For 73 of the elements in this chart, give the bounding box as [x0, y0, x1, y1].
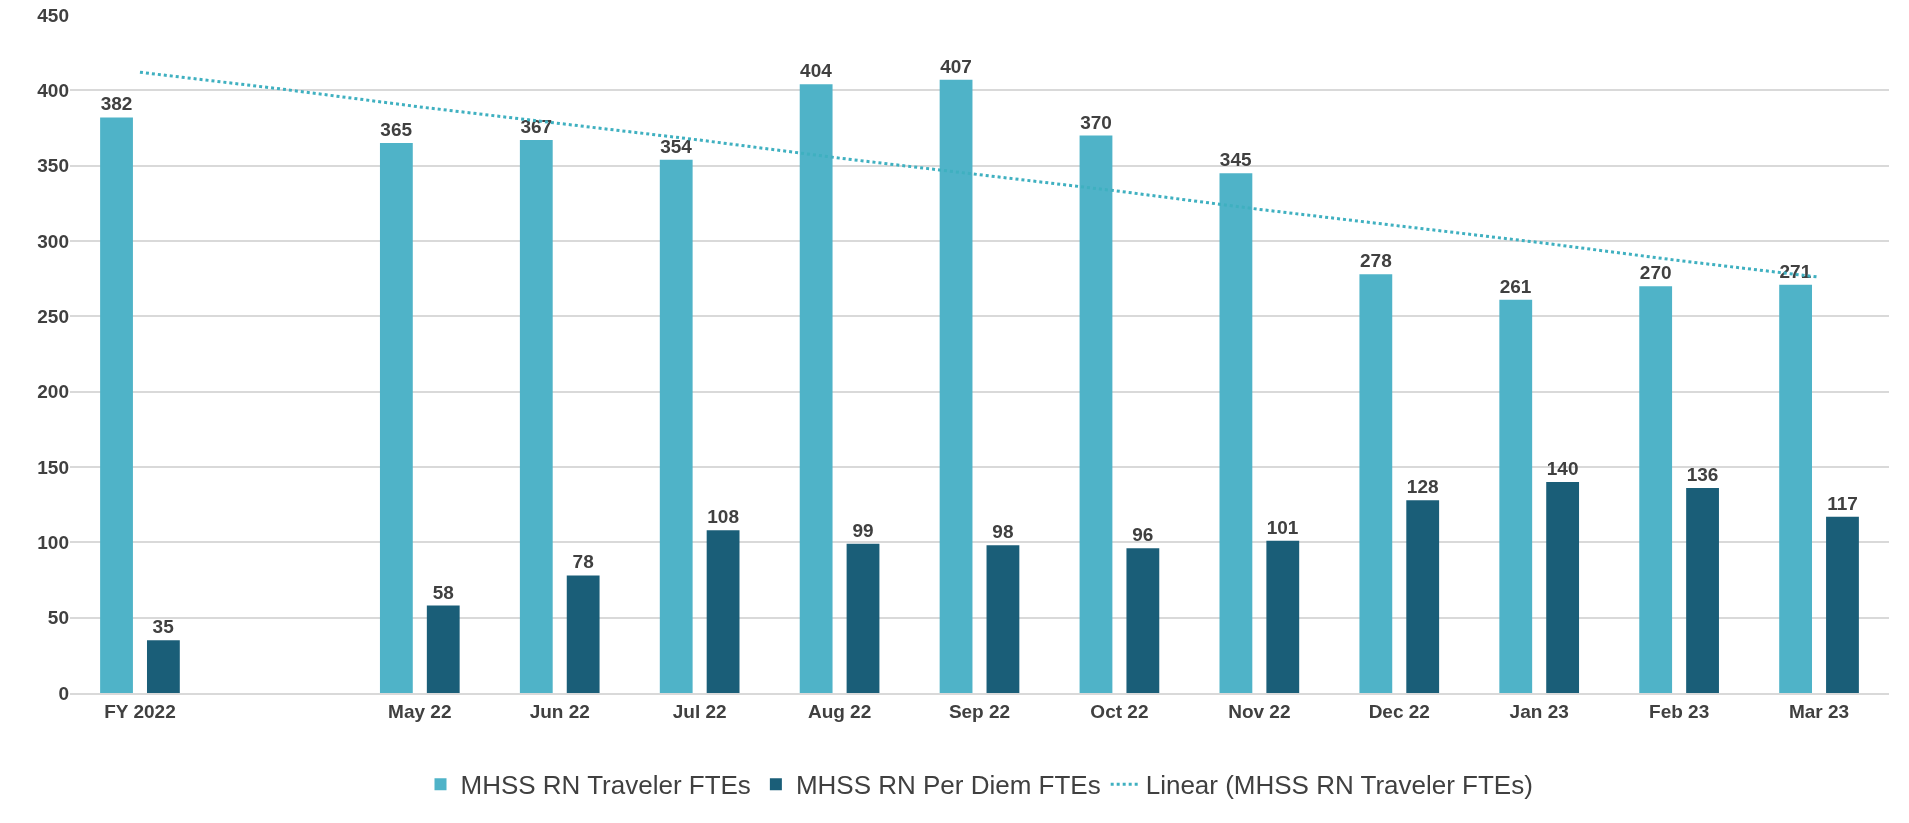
- bar: [1126, 548, 1160, 693]
- y-tick-label: 250: [37, 305, 69, 327]
- data-label: 99: [852, 519, 874, 541]
- y-tick-label: 150: [37, 456, 69, 478]
- x-tick-label: Jul 22: [672, 700, 727, 722]
- x-tick-label: Jun 22: [529, 700, 590, 722]
- bar: [100, 117, 133, 693]
- y-tick-label: 350: [37, 155, 69, 177]
- x-tick-label: May 22: [388, 700, 452, 722]
- bar: [1079, 135, 1113, 693]
- data-label: 367: [520, 116, 553, 138]
- data-label: 407: [940, 55, 972, 77]
- bar: [1499, 299, 1533, 693]
- data-label: 354: [660, 135, 693, 157]
- data-label: 58: [432, 581, 454, 603]
- bar: [1406, 500, 1440, 693]
- data-label: 96: [1132, 524, 1154, 546]
- x-tick-label: Oct 22: [1090, 700, 1149, 722]
- data-label: 128: [1406, 476, 1439, 498]
- data-label: 98: [992, 521, 1014, 543]
- bar: [1546, 482, 1580, 693]
- data-label: 345: [1219, 149, 1252, 171]
- bar: [379, 143, 413, 693]
- bar: [1359, 274, 1393, 693]
- legend-label: MHSS RN Per Diem FTEs: [795, 770, 1101, 801]
- bar: [1266, 540, 1300, 693]
- legend-label: Linear (MHSS RN Traveler FTEs): [1145, 770, 1533, 801]
- bar: [1826, 516, 1859, 693]
- x-tick-label: Dec 22: [1368, 700, 1430, 722]
- x-tick-label: Jan 23: [1509, 700, 1569, 722]
- bar: [566, 575, 600, 693]
- data-label: 136: [1686, 464, 1719, 486]
- y-tick-label: 100: [37, 531, 69, 553]
- data-label: 270: [1639, 262, 1672, 284]
- bar: [706, 530, 740, 693]
- y-tick-label: 0: [58, 682, 69, 704]
- bar: [986, 545, 1020, 693]
- legend-label: MHSS RN Traveler FTEs: [460, 770, 751, 801]
- bar: [939, 79, 973, 693]
- bar: [799, 84, 833, 693]
- bar: [146, 640, 180, 693]
- y-tick-label: 50: [47, 607, 69, 629]
- data-label: 35: [152, 616, 175, 638]
- bar: [1219, 173, 1253, 693]
- bar: [659, 159, 693, 693]
- data-label: 261: [1499, 275, 1532, 297]
- x-tick-label: Mar 23: [1788, 700, 1850, 722]
- y-tick-label: 200: [37, 381, 69, 403]
- data-label: 382: [100, 93, 133, 115]
- data-label: 365: [380, 119, 413, 141]
- bar: [1686, 488, 1719, 693]
- data-label: 108: [707, 506, 739, 528]
- bar: [426, 605, 460, 693]
- y-tick-label: 300: [37, 230, 69, 252]
- x-tick-label: Nov 22: [1228, 700, 1291, 722]
- bar: [1779, 284, 1813, 693]
- bar: [846, 543, 880, 693]
- y-tick-label: 450: [37, 4, 69, 26]
- x-tick-label: FY 2022: [104, 700, 176, 722]
- data-label: 101: [1266, 516, 1299, 538]
- bar: [1639, 286, 1673, 693]
- data-label: 78: [572, 551, 594, 573]
- data-label: 278: [1359, 250, 1392, 272]
- data-label: 140: [1546, 458, 1579, 480]
- y-tick-label: 400: [37, 79, 69, 101]
- x-tick-label: Feb 23: [1649, 700, 1710, 722]
- data-label: 117: [1827, 492, 1858, 514]
- data-label: 370: [1080, 111, 1112, 133]
- data-label: 404: [800, 60, 833, 82]
- x-tick-label: Aug 22: [807, 700, 872, 722]
- data-label: 271: [1779, 260, 1812, 282]
- x-tick-label: Sep 22: [948, 700, 1011, 722]
- bar: [519, 140, 553, 693]
